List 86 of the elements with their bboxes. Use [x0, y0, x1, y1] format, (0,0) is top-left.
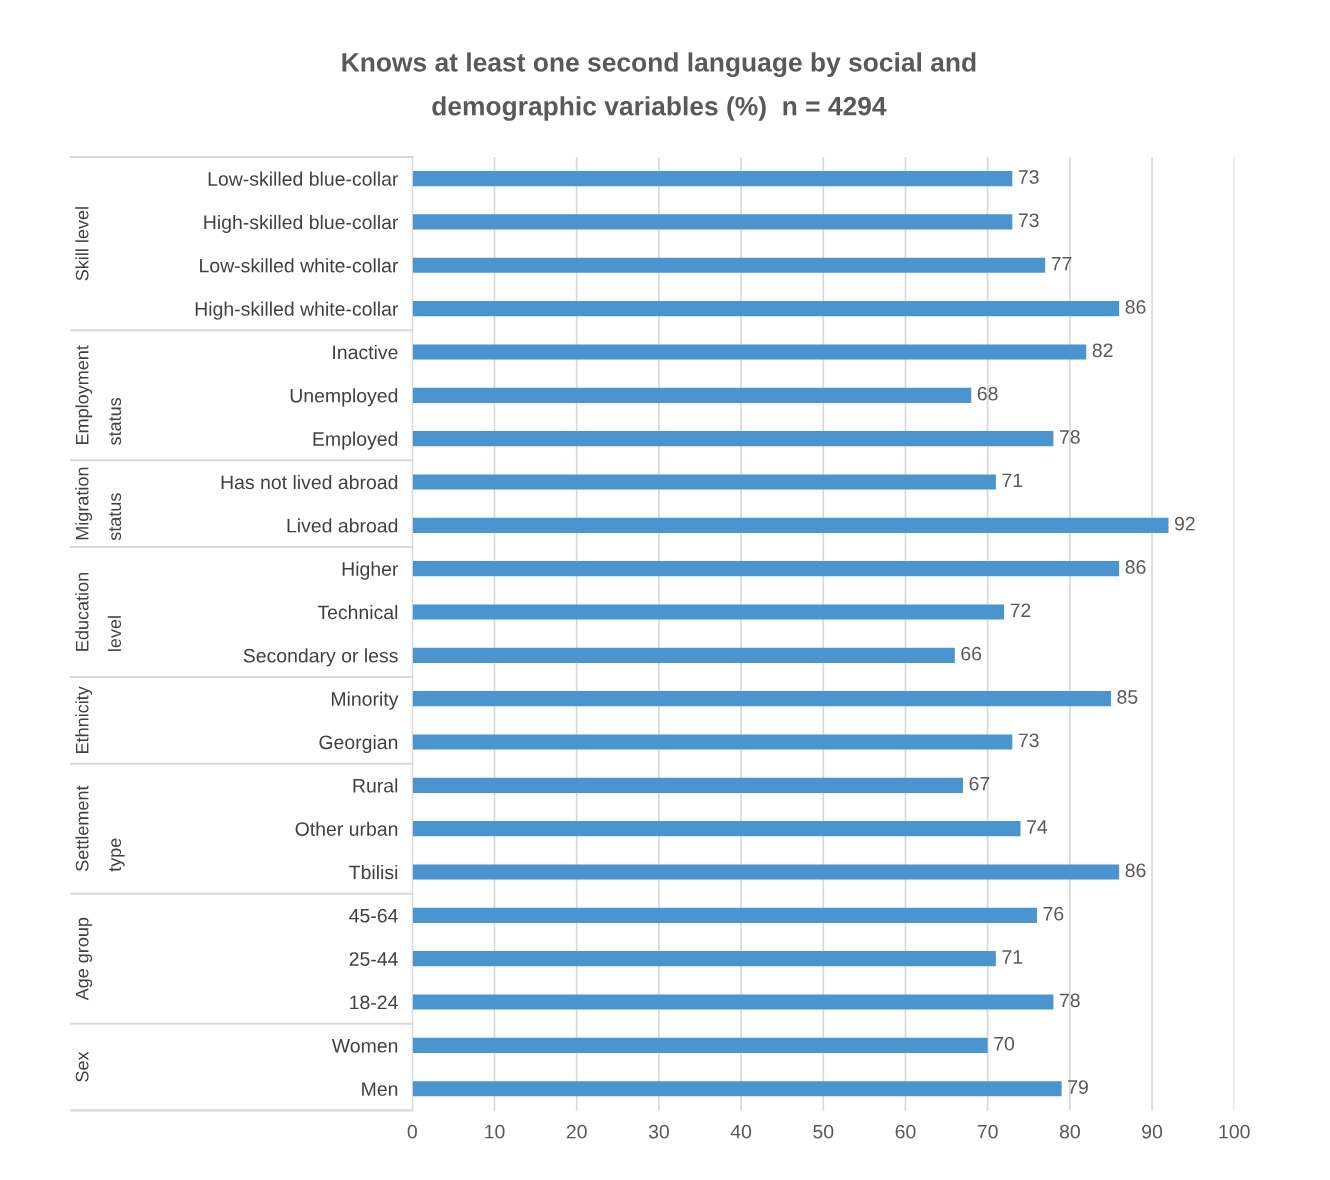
y-tick-label: Inactive [333, 344, 398, 360]
y-tick-label: Secondary or less [243, 648, 398, 667]
y-tick-label: Low-skilled white-collar [200, 258, 399, 273]
x-tick-label: 90 [1142, 1124, 1163, 1139]
y-tick-label: High-skilled blue-collar [204, 214, 399, 234]
bar [412, 561, 1120, 577]
bar [412, 647, 955, 663]
y-tick-label: Higher [342, 561, 399, 580]
data-label: 70 [994, 1036, 1015, 1051]
bar [412, 1081, 1062, 1097]
data-label: 86 [1125, 560, 1146, 574]
y-tick-label: Has not lived abroad [221, 474, 398, 490]
x-tick-label: 50 [813, 1124, 834, 1139]
bar [412, 691, 1111, 707]
bar [412, 994, 1054, 1010]
text: Sex [75, 1051, 89, 1082]
y-tick-label: Tbilisi [349, 864, 398, 880]
data-label: 73 [1018, 170, 1039, 184]
y-tick-label: Technical [317, 604, 398, 620]
x-tick-label: 100 [1219, 1124, 1250, 1139]
data-label: 86 [1125, 863, 1146, 878]
bar [412, 431, 1054, 447]
data-label: 78 [1059, 430, 1080, 444]
x-tick-label: 30 [648, 1124, 669, 1139]
bar [412, 387, 972, 403]
y-tick-label: Unemployed [290, 388, 398, 407]
y-tick-label: Low-skilled blue-collar [208, 171, 399, 186]
y-tick-label: 18-24 [350, 995, 398, 1010]
bar [412, 474, 996, 490]
data-label: 73 [1018, 733, 1039, 748]
x-tick-label: 70 [977, 1124, 998, 1139]
bar [412, 777, 963, 793]
bar [412, 344, 1087, 360]
bar [412, 1037, 988, 1053]
bar [412, 734, 1013, 750]
y-tick-label: High-skilled white-collar [195, 301, 399, 320]
x-tick-label: 20 [566, 1124, 587, 1139]
data-label: 86 [1125, 300, 1146, 314]
data-label: 82 [1092, 343, 1113, 358]
chart-title: Knows at least one second language by social and demographic variables (%) n = 4294 [342, 52, 976, 121]
text: Employment status [75, 345, 122, 445]
x-tick-label: 40 [730, 1124, 752, 1139]
data-label: 72 [1010, 603, 1031, 618]
y-tick-label: Lived abroad [287, 518, 398, 533]
data-label: 77 [1051, 256, 1072, 271]
data-label: 76 [1043, 906, 1064, 921]
bar [412, 517, 1169, 533]
bar [412, 907, 1037, 923]
text: Skill level [75, 207, 89, 281]
bar [412, 171, 1013, 187]
y-tick-label: Employed [313, 431, 398, 450]
x-tick-label: 0 [407, 1124, 417, 1139]
y-tick-label: 45-64 [349, 908, 398, 923]
bar [412, 301, 1120, 317]
data-label: 74 [1027, 820, 1048, 834]
bar [412, 821, 1021, 837]
bar [412, 864, 1120, 880]
x-tick-label: 80 [1059, 1124, 1080, 1139]
y-tick-label: Rural [353, 778, 398, 793]
bar [412, 214, 1013, 230]
text: Settlement type [75, 785, 125, 872]
y-tick-label: Other urban [295, 821, 398, 836]
x-tick-label: 60 [895, 1124, 916, 1139]
data-label: 71 [1002, 473, 1023, 487]
text: Education level [75, 573, 122, 651]
text: Migration status [75, 467, 122, 541]
text: Ethnicity [75, 686, 93, 753]
x-tick-label: 10 [485, 1124, 505, 1139]
y-tick-label: Georgian [319, 734, 398, 754]
data-label: 79 [1068, 1080, 1088, 1094]
data-label: 85 [1117, 690, 1138, 704]
bar [412, 951, 996, 967]
bar [412, 604, 1005, 620]
data-label: 66 [961, 646, 982, 661]
data-label: 68 [977, 386, 998, 401]
y-tick-label: Men [362, 1082, 398, 1096]
data-label: 78 [1059, 993, 1080, 1008]
data-label: 92 [1174, 516, 1195, 531]
text: Age group [75, 917, 93, 1001]
y-tick-label: 25-44 [349, 952, 398, 966]
data-label: 67 [969, 776, 990, 791]
data-label: 71 [1002, 950, 1023, 964]
bar [412, 257, 1046, 273]
y-tick-label: Women [331, 1039, 398, 1053]
y-tick-label: Minority [331, 691, 399, 710]
data-label: 73 [1018, 213, 1039, 228]
